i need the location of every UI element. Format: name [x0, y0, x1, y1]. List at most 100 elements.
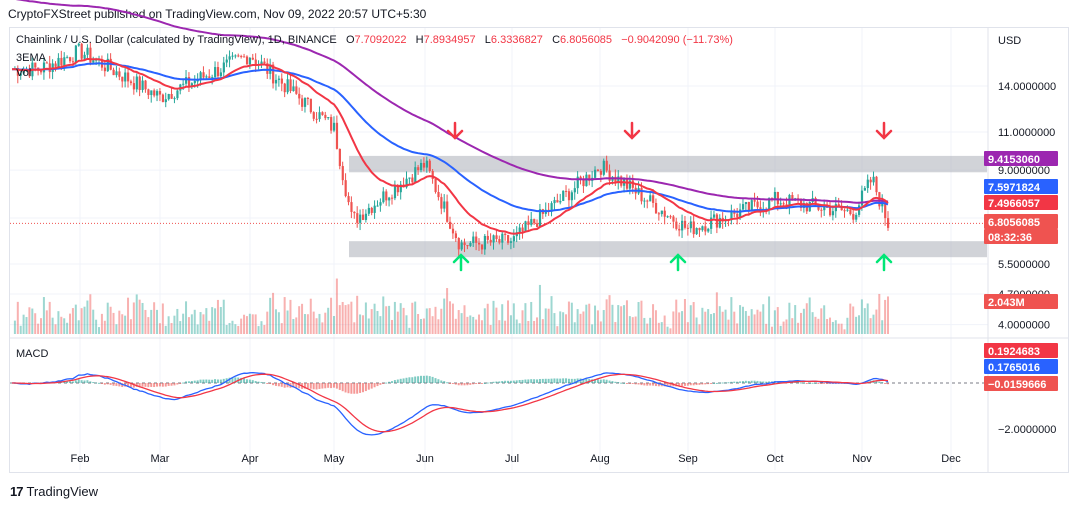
volume-bar: [16, 301, 19, 334]
volume-bar: [272, 292, 275, 334]
candle-body: [507, 234, 510, 243]
candle-body: [121, 76, 124, 82]
macd-histogram-bar: [533, 379, 536, 383]
volume-bar: [565, 314, 568, 334]
candle-body: [45, 62, 49, 64]
macd-histogram-bar: [799, 382, 802, 384]
macd-histogram-bar: [495, 381, 498, 383]
candle-body: [422, 162, 426, 168]
volume-bar: [359, 314, 362, 334]
macd-histogram-bar: [492, 381, 495, 383]
volume-bar: [185, 301, 188, 334]
macd-histogram-bar: [127, 383, 130, 387]
macd-histogram-bar: [71, 381, 74, 383]
volume-bar: [34, 313, 37, 334]
volume-bar: [440, 308, 443, 334]
volume-bar: [446, 288, 449, 334]
macd-histogram-bar: [875, 380, 878, 383]
macd-histogram-bar: [544, 378, 547, 383]
volume-bar: [683, 298, 686, 334]
macd-histogram-bar: [205, 379, 208, 383]
macd-signal-line: [12, 373, 889, 433]
macd-histogram-bar: [147, 383, 150, 388]
macd-histogram-bar: [109, 383, 112, 385]
candle-body: [791, 195, 794, 201]
macd-histogram-bar: [190, 381, 193, 383]
volume-bar: [768, 296, 771, 334]
price-label-box: [984, 294, 1058, 309]
macd-histogram-bar: [361, 383, 364, 393]
candle-body: [643, 200, 646, 202]
macd-histogram-bar: [95, 382, 98, 384]
volume-indicator-label[interactable]: Vol: [16, 67, 32, 79]
macd-histogram-bar: [356, 383, 359, 394]
macd-histogram-bar: [634, 383, 637, 385]
macd-histogram-bar: [828, 383, 831, 384]
macd-histogram-bar: [274, 383, 277, 386]
volume-bar: [614, 322, 617, 334]
macd-histogram-bar: [811, 382, 814, 384]
macd-histogram-bar: [605, 379, 608, 383]
volume-bar: [701, 307, 704, 334]
volume-bar: [283, 297, 286, 334]
candle-body: [393, 185, 397, 199]
candle-body: [327, 117, 330, 119]
volume-bar: [179, 321, 182, 334]
macd-histogram-bar: [86, 380, 89, 383]
candle-body: [492, 235, 495, 243]
candle-body: [202, 72, 205, 78]
volume-bar: [69, 313, 72, 334]
candle-body: [127, 72, 130, 82]
volume-bar: [367, 318, 370, 334]
macd-histogram-bar: [260, 381, 263, 383]
candle-body: [367, 207, 370, 214]
volume-bar: [251, 314, 254, 334]
ema-indicator-label[interactable]: 3EMA: [16, 52, 46, 64]
macd-histogram-bar: [321, 383, 324, 389]
volume-bar: [724, 309, 727, 334]
macd-histogram-bar: [156, 383, 159, 387]
volume-bar: [585, 304, 588, 334]
price-label-box: [984, 229, 1058, 244]
candle-body: [495, 235, 498, 240]
macd-histogram-bar: [312, 383, 315, 390]
volume-bar: [637, 302, 640, 334]
macd-histogram-bar: [701, 383, 704, 385]
price-tick-label: 9.0000000: [998, 165, 1050, 177]
candle-body: [234, 55, 237, 57]
macd-histogram-bar: [350, 383, 353, 394]
volume-bar: [303, 314, 306, 334]
volume-bar: [628, 316, 631, 334]
macd-histogram-bar: [272, 383, 275, 386]
candle-body: [820, 209, 823, 211]
macd-histogram-bar: [161, 383, 164, 387]
candle-body: [698, 228, 701, 231]
volume-bar: [66, 322, 69, 334]
volume-bar: [132, 302, 135, 334]
candle-body: [753, 200, 756, 202]
candle-body: [567, 191, 571, 201]
candle-body: [274, 79, 278, 84]
candle-body: [562, 190, 565, 201]
macd-indicator-label[interactable]: MACD: [16, 348, 49, 360]
candle-body: [382, 191, 385, 203]
candle-body: [295, 86, 298, 94]
macd-histogram-bar: [518, 380, 521, 383]
candle-body: [89, 47, 92, 63]
volume-bar: [620, 306, 623, 334]
volume-bar: [19, 325, 22, 334]
macd-histogram-bar: [698, 383, 701, 385]
tradingview-brand[interactable]: TradingView: [26, 484, 99, 499]
volume-bar: [237, 325, 240, 334]
symbol-title[interactable]: Chainlink / U.S. Dollar (calculated by T…: [16, 34, 337, 46]
macd-histogram-bar: [718, 382, 721, 384]
macd-histogram-bar: [550, 378, 553, 383]
volume-bar: [321, 322, 324, 334]
macd-histogram-bar: [515, 380, 518, 383]
volume-bar: [762, 304, 765, 334]
ema-mid-line: [12, 62, 889, 213]
volume-bar: [791, 318, 794, 334]
candle-body: [518, 227, 521, 233]
volume-bar: [292, 318, 295, 334]
